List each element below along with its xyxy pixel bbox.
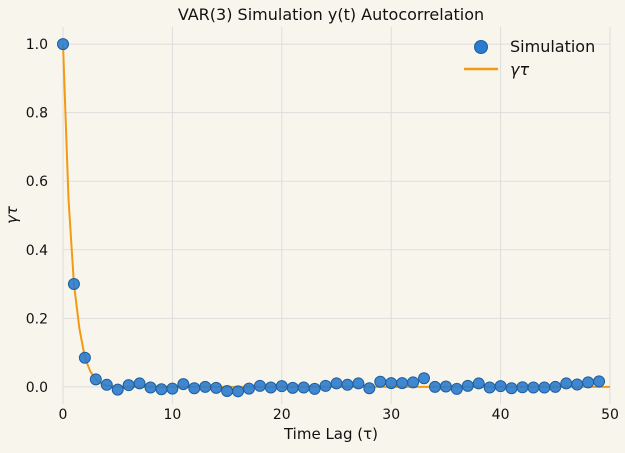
y-tick-label: 0.8 <box>26 106 48 122</box>
simulation-point <box>144 381 157 394</box>
simulation-points-layer <box>57 38 606 398</box>
simulation-point <box>330 377 343 390</box>
simulation-point <box>538 381 551 394</box>
simulation-point <box>439 380 452 393</box>
y-tick-label: 0.4 <box>26 243 48 259</box>
simulation-point <box>494 380 507 393</box>
simulation-point <box>472 377 485 390</box>
simulation-point <box>133 377 146 390</box>
simulation-point <box>155 383 168 396</box>
grid <box>62 27 611 404</box>
simulation-point <box>571 378 584 391</box>
simulation-point <box>275 380 288 393</box>
simulation-point <box>232 385 245 398</box>
simulation-point <box>297 381 310 394</box>
simulation-point <box>363 382 376 395</box>
simulation-point <box>177 378 190 391</box>
simulation-point <box>319 379 332 392</box>
simulation-point <box>122 379 135 392</box>
simulation-point <box>286 381 299 394</box>
simulation-point <box>374 375 387 388</box>
simulation-point <box>210 381 223 394</box>
y-tick-label: 0.2 <box>26 311 48 327</box>
x-tick-label: 50 <box>601 407 619 423</box>
simulation-point <box>483 381 496 394</box>
legend-theory-label: γτ <box>510 60 529 79</box>
simulation-point <box>341 378 354 391</box>
simulation-point <box>428 380 441 393</box>
legend-simulation-label: Simulation <box>510 37 595 56</box>
theory-line <box>62 44 610 388</box>
y-axis-title: γτ <box>3 205 21 224</box>
simulation-point <box>308 382 321 395</box>
legend-simulation-marker <box>474 40 488 54</box>
simulation-point <box>385 377 398 390</box>
x-tick-label: 30 <box>382 407 400 423</box>
simulation-point <box>352 377 365 390</box>
simulation-point <box>527 381 540 394</box>
y-tick-label: 0.0 <box>26 380 48 396</box>
simulation-point <box>582 376 595 389</box>
simulation-point <box>221 384 234 397</box>
legend: Simulation γτ <box>464 37 595 79</box>
simulation-point <box>450 382 463 395</box>
simulation-point <box>407 376 420 389</box>
simulation-point <box>78 351 91 364</box>
y-tick-labels: 0.0 0.2 0.4 0.6 0.8 1.0 <box>26 37 48 396</box>
simulation-point <box>199 380 212 393</box>
x-tick-label: 0 <box>59 407 68 423</box>
simulation-point <box>166 382 179 395</box>
simulation-point <box>516 381 529 394</box>
theory-line-layer <box>62 44 610 388</box>
simulation-point <box>188 382 201 395</box>
x-tick-labels: 0 10 20 30 40 50 <box>59 407 619 423</box>
simulation-point <box>264 381 277 394</box>
simulation-point <box>67 278 80 291</box>
x-tick-label: 20 <box>273 407 291 423</box>
simulation-point <box>560 377 573 390</box>
y-tick-label: 0.6 <box>26 174 48 190</box>
chart-title: VAR(3) Simulation y(t) Autocorrelation <box>178 5 484 24</box>
simulation-point <box>549 380 562 393</box>
simulation-point <box>242 382 255 395</box>
x-tick-label: 40 <box>492 407 510 423</box>
simulation-point <box>89 373 102 386</box>
x-tick-label: 10 <box>163 407 181 423</box>
simulation-point <box>461 379 474 392</box>
simulation-point <box>57 38 69 51</box>
simulation-point <box>418 372 431 385</box>
simulation-point <box>253 379 266 392</box>
simulation-point <box>396 377 409 390</box>
x-axis-title: Time Lag (τ) <box>283 425 378 443</box>
simulation-point <box>111 383 124 396</box>
simulation-point <box>593 375 606 388</box>
y-tick-label: 1.0 <box>26 37 48 53</box>
simulation-point <box>505 382 518 395</box>
simulation-point <box>100 378 113 391</box>
